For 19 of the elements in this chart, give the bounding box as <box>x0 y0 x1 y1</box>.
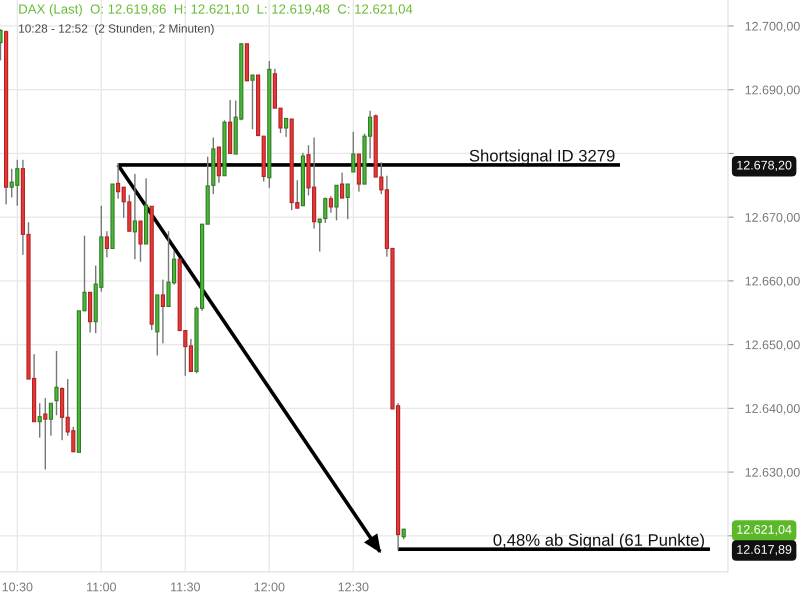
chart-title: DAX (Last) O: 12.619,86 H: 12.621,10 L: 12.619,48 C: 12.621,04 <box>19 4 412 16</box>
y-tick-label: 12.650,00 <box>746 340 800 351</box>
y-tick-label: 12.630,00 <box>746 468 800 478</box>
y-tick-label: 12.640,00 <box>746 404 800 414</box>
annotation: 0,48% ab Signal (61 Punkte) <box>493 534 704 550</box>
x-tick-label: 12:00 <box>254 582 284 592</box>
y2-tick-label: 12.617,89 <box>737 545 792 556</box>
y-tick-label: 12.660,00 <box>746 276 800 288</box>
x-tick-label: 12:30 <box>338 582 368 592</box>
annotation: Shortsignal ID 3279 <box>470 149 615 165</box>
y-tick-label: 12.700,00 <box>746 22 800 32</box>
x-tick-label: 11:30 <box>171 582 200 592</box>
y-tick-label: 12.690,00 <box>746 86 800 96</box>
x-tick-label: 11:00 <box>87 582 116 592</box>
text: 10:28 - 12:52 (2 Stunden, 2 Minuten) <box>19 24 214 36</box>
x-tick-label: 10:30 <box>2 582 32 592</box>
y-tick-label: 12.670,00 <box>746 212 800 224</box>
y2-tick-label: 12.621,04 <box>737 524 792 536</box>
y2-tick-label: 12.678,20 <box>737 160 792 172</box>
